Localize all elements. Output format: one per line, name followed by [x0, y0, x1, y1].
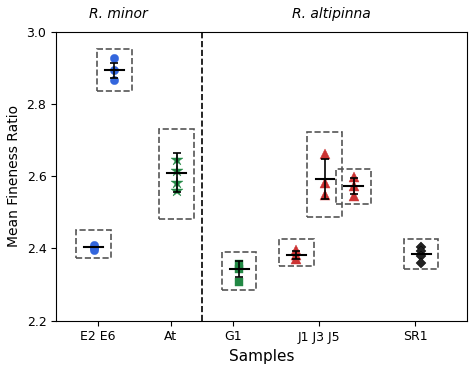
Text: R. minor: R. minor	[89, 7, 148, 21]
Text: R. altipinna: R. altipinna	[292, 7, 371, 21]
X-axis label: Samples: Samples	[229, 349, 294, 364]
Y-axis label: Mean Fineness Ratio: Mean Fineness Ratio	[7, 105, 21, 247]
